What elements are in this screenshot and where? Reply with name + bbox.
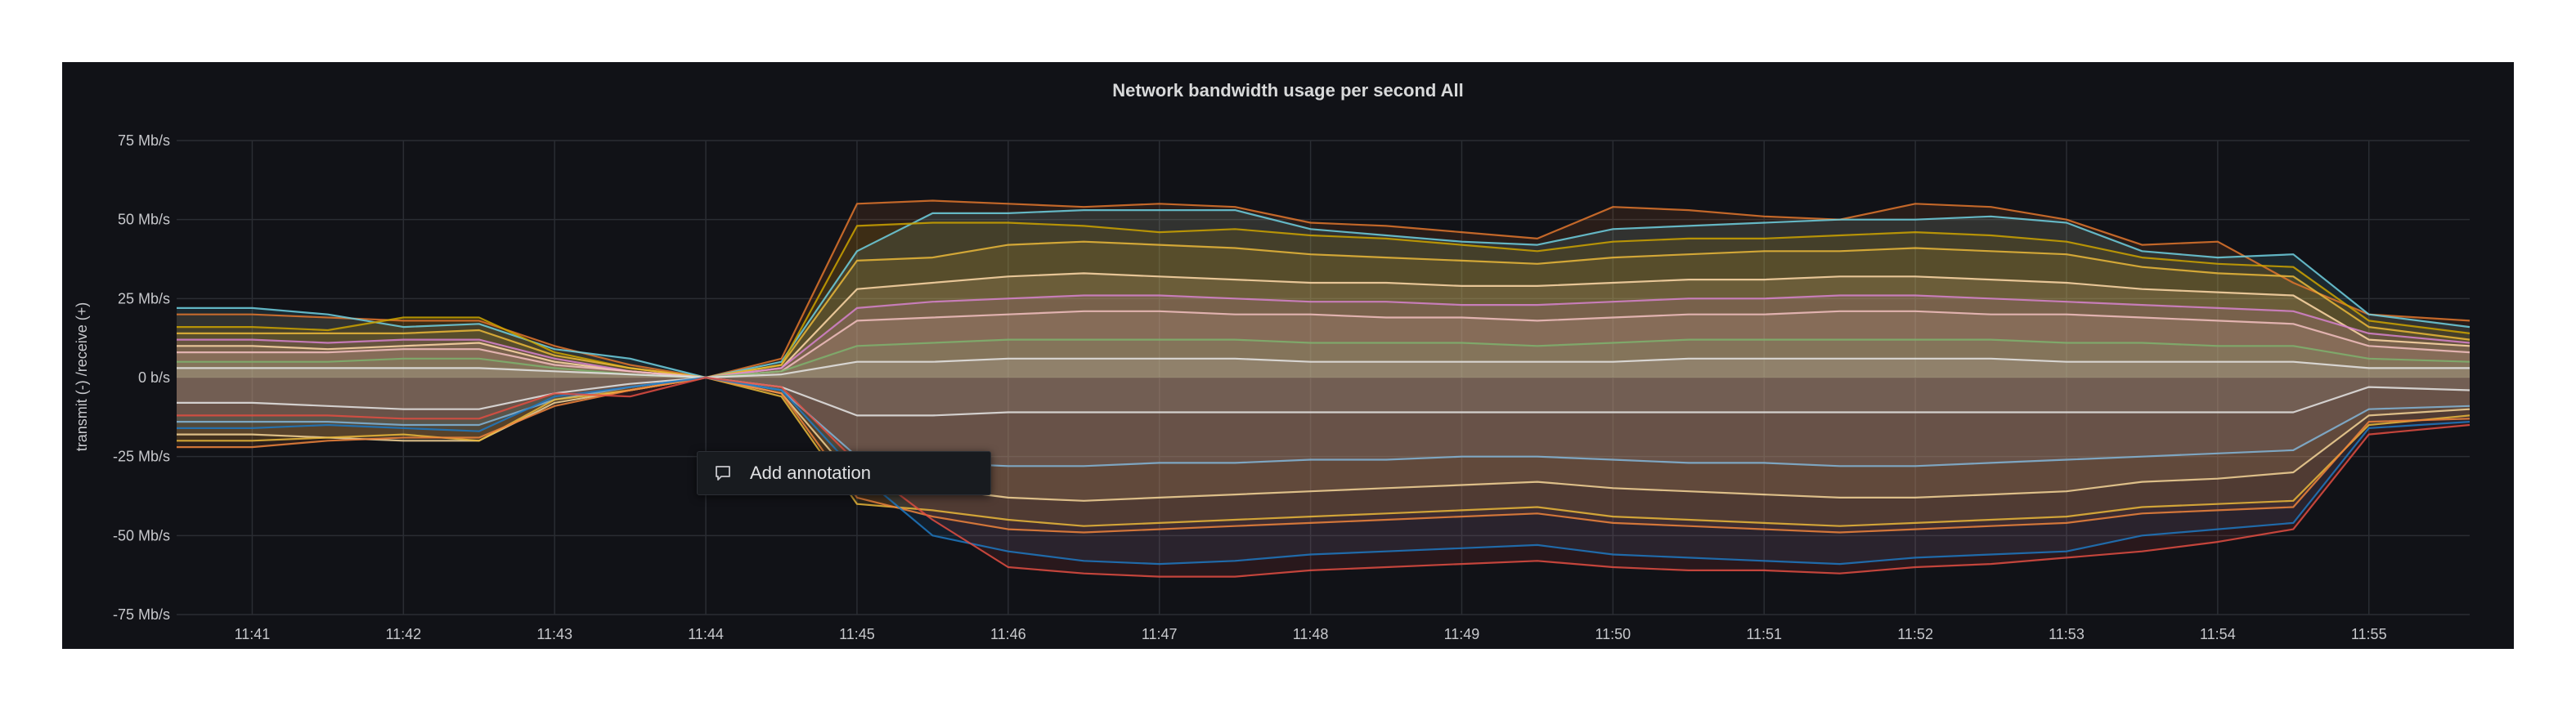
series-area [177,273,2470,378]
x-tick-label: 11:48 [1293,626,1329,642]
y-tick-label: 50 Mb/s [118,212,170,228]
series-area [177,210,2470,378]
series-line [177,376,2471,527]
series-line [177,294,2471,379]
series-line [177,338,2471,379]
grid-lines [177,140,2470,615]
bandwidth-chart: -75 Mb/s -50 Mb/s -25 Mb/s 0 b/s 25 Mb/s 50 M… [74,132,2471,642]
x-tick-label: 11:52 [1897,626,1933,642]
series-line [177,376,2471,502]
y-tick-label: -25 Mb/s [113,449,170,465]
x-tick-label: 11:51 [1746,626,1782,642]
series-line [177,376,2471,578]
series-area [177,295,2470,378]
x-tick-label: 11:55 [2351,626,2387,642]
y-tick-label: -50 Mb/s [113,527,170,543]
series-line [177,240,2471,379]
x-tick-label: 11:44 [688,626,724,642]
x-tick-label: 11:54 [2200,626,2236,642]
y-tick-label: 75 Mb/s [118,132,170,149]
add-annotation-menu-item[interactable]: Add annotation [697,451,991,495]
series-area [177,378,2470,501]
series-area [177,378,2470,565]
y-axis-ticks: -75 Mb/s -50 Mb/s -25 Mb/s 0 b/s 25 Mb/s 50 M… [113,132,170,623]
series-area [177,339,2470,378]
panel-title: Network bandwidth usage per second All [1112,80,1464,101]
series-line [177,357,2470,379]
series-line [177,209,2471,379]
series-lines [177,199,2471,578]
series-area [177,378,2470,526]
x-tick-label: 11:45 [839,626,875,642]
series-line [177,199,2471,379]
comment-icon [716,466,730,481]
series-line [177,221,2471,379]
series-area [177,311,2470,378]
series-line [177,376,2471,566]
series-bands [177,200,2470,577]
y-tick-label: 0 b/s [138,369,170,386]
series-line [177,376,2471,534]
x-tick-label: 11:50 [1595,626,1631,642]
x-tick-label: 11:43 [536,626,572,642]
series-area [177,358,2470,378]
x-axis-ticks: 11:41 11:42 11:43 11:44 11:45 11:46 11:47 11:48… [235,626,2387,642]
x-tick-label: 11:42 [385,626,421,642]
y-axis-label: transmit (-) /receive (+) [74,302,90,452]
x-tick-label: 11:53 [2049,626,2085,642]
series-line [177,272,2471,379]
series-area [177,200,2470,378]
y-tick-label: -75 Mb/s [113,606,170,623]
series-area [177,378,2470,577]
x-tick-label: 11:49 [1444,626,1480,642]
x-tick-label: 11:47 [1142,626,1178,642]
x-tick-label: 11:46 [990,626,1026,642]
series-line [177,310,2471,379]
series-area [177,378,2470,533]
chart-panel: -75 Mb/s -50 Mb/s -25 Mb/s 0 b/s 25 Mb/s 50 M… [62,62,2514,649]
y-tick-label: 25 Mb/s [118,290,170,306]
series-area [177,378,2470,416]
add-annotation-label: Add annotation [750,463,872,483]
x-tick-label: 11:41 [235,626,271,642]
series-area [177,378,2470,467]
